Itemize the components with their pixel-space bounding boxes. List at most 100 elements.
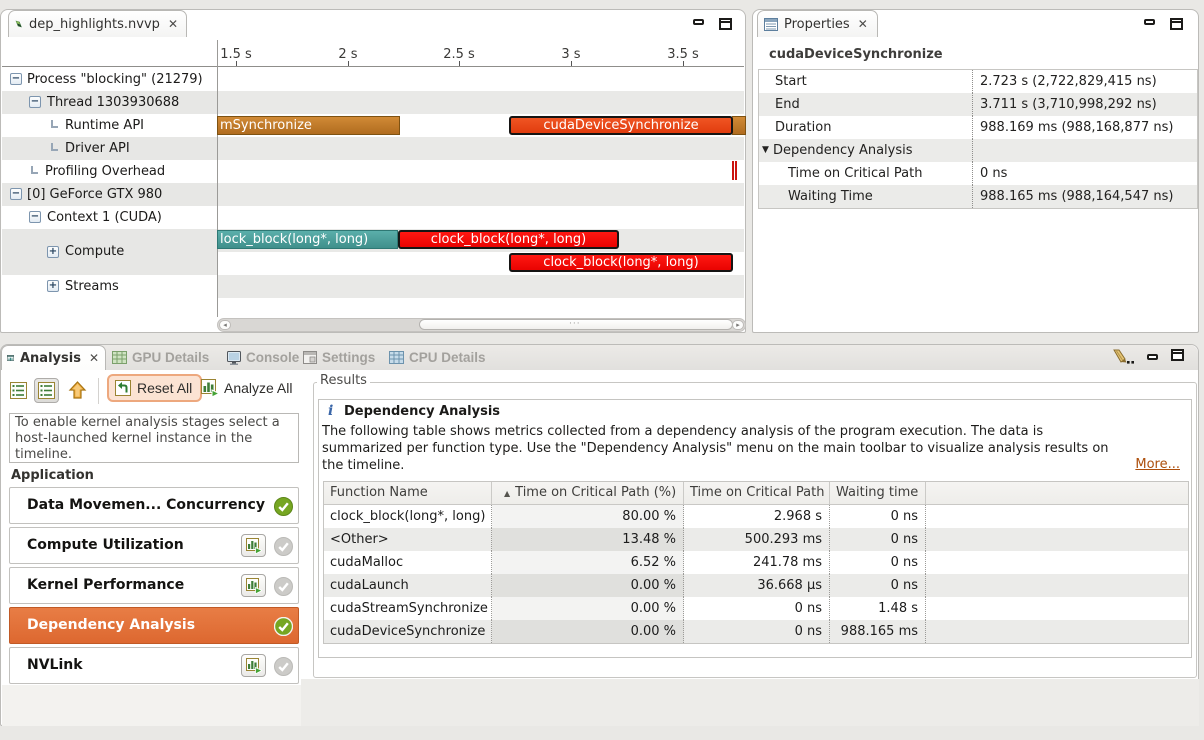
tree-row-gpu[interactable]: − [0] GeForce GTX 980 bbox=[2, 183, 217, 206]
chart-icon bbox=[246, 578, 262, 594]
stage-label: Compute Utilization bbox=[27, 537, 184, 553]
timeline-horizontal-scrollbar[interactable]: ◂ ··· ▸ bbox=[217, 318, 746, 332]
column-header-function-name[interactable]: Function Name bbox=[324, 482, 492, 504]
stage-dependency-analysis[interactable]: Dependency Analysis bbox=[9, 607, 299, 644]
scroll-left-arrow-icon[interactable]: ◂ bbox=[219, 320, 231, 330]
timeline-bar-kernel-red-1[interactable]: clock_block(long*, long) bbox=[398, 230, 619, 249]
property-row[interactable]: Waiting Time 988.165 ms (988,164,547 ns) bbox=[759, 185, 1197, 208]
property-row[interactable]: Start 2.723 s (2,722,829,415 ns) bbox=[759, 70, 1197, 93]
property-value: 988.165 ms (988,164,547 ns) bbox=[972, 185, 1198, 208]
editor-minimize-icon[interactable] bbox=[693, 19, 704, 25]
tab-analysis-close-icon[interactable]: ✕ bbox=[88, 351, 99, 365]
collapse-triangle-icon[interactable]: ▼ bbox=[762, 145, 769, 155]
property-label: Start bbox=[775, 74, 807, 89]
tree-row-compute[interactable]: + Compute bbox=[2, 229, 217, 275]
properties-heading: cudaDeviceSynchronize bbox=[769, 47, 943, 62]
editor-tab-close-icon[interactable]: ✕ bbox=[167, 17, 178, 31]
run-analysis-chart-button[interactable] bbox=[241, 534, 266, 557]
column-header-critical-path-pct[interactable]: ▲ Time on Critical Path (%) bbox=[492, 482, 684, 504]
table-row[interactable]: cudaLaunch 0.00 % 36.668 µs 0 ns bbox=[324, 574, 1188, 597]
properties-minimize-icon[interactable] bbox=[1144, 19, 1155, 25]
tab-console[interactable]: Console bbox=[227, 345, 299, 370]
properties-tab[interactable]: Properties ✕ bbox=[757, 10, 878, 37]
tab-settings[interactable]: Settings bbox=[303, 345, 375, 370]
timeline-bar-kernel-teal[interactable]: lock_block(long*, long) bbox=[217, 230, 398, 249]
properties-tab-close-icon[interactable]: ✕ bbox=[857, 17, 868, 31]
list-view-selected-icon[interactable] bbox=[38, 382, 55, 399]
timeline-bar-orange-clipped[interactable] bbox=[732, 116, 746, 135]
ruler-tick bbox=[236, 61, 237, 66]
property-value bbox=[972, 139, 1198, 162]
property-row[interactable]: Time on Critical Path 0 ns bbox=[759, 162, 1197, 185]
tab-gpu-details[interactable]: GPU Details bbox=[112, 345, 209, 370]
property-row[interactable]: End 3.711 s (3,710,998,292 ns) bbox=[759, 93, 1197, 116]
tree-row-driver-api[interactable]: Driver API bbox=[2, 137, 217, 160]
chart-icon bbox=[246, 538, 262, 554]
table-row[interactable]: cudaDeviceSynchronize 0.00 % 0 ns 988.16… bbox=[324, 620, 1188, 643]
property-label: Dependency Analysis bbox=[773, 143, 913, 158]
stage-kernel-performance[interactable]: Kernel Performance bbox=[9, 567, 299, 604]
expand-plus-icon[interactable]: + bbox=[47, 246, 59, 258]
stage-data-movement-concurrency[interactable]: Data Movemen... Concurrency bbox=[9, 487, 299, 524]
table-row[interactable]: cudaMalloc 6.52 % 241.78 ms 0 ns bbox=[324, 551, 1188, 574]
editor-maximize-icon[interactable] bbox=[719, 18, 732, 30]
scroll-right-arrow-icon[interactable]: ▸ bbox=[732, 320, 744, 330]
cell-waiting-time: 0 ns bbox=[830, 528, 926, 551]
timeline-bar-kernel-red-2[interactable]: clock_block(long*, long) bbox=[509, 253, 733, 272]
tree-label: Driver API bbox=[65, 141, 130, 156]
tree-row-context[interactable]: − Context 1 (CUDA) bbox=[2, 206, 217, 229]
cell-function-name: cudaLaunch bbox=[324, 574, 492, 597]
stage-nvlink[interactable]: NVLink bbox=[9, 647, 299, 684]
gpu-details-tab-icon bbox=[112, 351, 127, 364]
view-menu-pencil-icon[interactable] bbox=[1113, 349, 1135, 365]
expand-plus-icon[interactable]: + bbox=[47, 280, 59, 292]
column-header-waiting-time[interactable]: Waiting time bbox=[830, 482, 926, 504]
cell-empty bbox=[926, 574, 1188, 597]
ruler-tick bbox=[459, 61, 460, 66]
cell-function-name: clock_block(long*, long) bbox=[324, 505, 492, 528]
scrollbar-thumb[interactable]: ··· bbox=[419, 319, 733, 330]
profiling-overhead-tick[interactable] bbox=[735, 161, 737, 180]
tree-row-streams[interactable]: + Streams bbox=[2, 275, 217, 298]
editor-tab[interactable]: dep_highlights.nvvp ✕ bbox=[8, 10, 187, 37]
run-analysis-chart-button[interactable] bbox=[241, 654, 266, 677]
property-label: Waiting Time bbox=[788, 189, 873, 204]
column-header-critical-path[interactable]: Time on Critical Path bbox=[684, 482, 830, 504]
cell-waiting-time: 0 ns bbox=[830, 505, 926, 528]
tab-analysis[interactable]: Analysis ✕ bbox=[1, 345, 106, 370]
cell-critical-path-pct: 0.00 % bbox=[492, 597, 684, 620]
properties-maximize-icon[interactable] bbox=[1170, 18, 1183, 30]
tree-row-thread[interactable]: − Thread 1303930688 bbox=[2, 91, 217, 114]
ruler-tick-label: 2.5 s bbox=[443, 47, 475, 62]
promote-up-arrow-icon[interactable] bbox=[68, 381, 87, 400]
analysis-minimize-icon[interactable] bbox=[1147, 354, 1158, 360]
table-row[interactable]: <Other> 13.48 % 500.293 ms 0 ns bbox=[324, 528, 1188, 551]
property-row[interactable]: Duration 988.169 ms (988,168,877 ns) bbox=[759, 116, 1197, 139]
property-row-group[interactable]: ▼ Dependency Analysis bbox=[759, 139, 1197, 162]
tree-row-profiling-overhead[interactable]: Profiling Overhead bbox=[2, 160, 217, 183]
analysis-tab-icon bbox=[7, 355, 14, 361]
tab-gpu-details-label: GPU Details bbox=[132, 350, 210, 365]
left-pane-footer bbox=[2, 685, 301, 726]
tab-cpu-details[interactable]: CPU Details bbox=[389, 345, 486, 370]
collapse-minus-icon[interactable]: − bbox=[10, 188, 22, 200]
analysis-maximize-icon[interactable] bbox=[1171, 349, 1184, 361]
collapse-minus-icon[interactable]: − bbox=[10, 73, 22, 85]
more-link[interactable]: More... bbox=[1135, 457, 1180, 472]
collapse-minus-icon[interactable]: − bbox=[29, 211, 41, 223]
collapse-minus-icon[interactable]: − bbox=[29, 96, 41, 108]
properties-panel: Properties ✕ cudaDeviceSynchronize Start… bbox=[752, 9, 1199, 333]
list-view-icon[interactable] bbox=[10, 382, 27, 399]
run-analysis-chart-button[interactable] bbox=[241, 574, 266, 597]
tree-row-process[interactable]: − Process "blocking" (21279) bbox=[2, 68, 217, 91]
stage-compute-utilization[interactable]: Compute Utilization bbox=[9, 527, 299, 564]
check-green-icon bbox=[274, 497, 293, 516]
timeline-bar-cudadevicesynchronize[interactable]: cudaDeviceSynchronize bbox=[509, 116, 733, 135]
reset-all-button[interactable]: Reset All bbox=[107, 374, 203, 402]
profiling-overhead-tick[interactable] bbox=[732, 161, 734, 180]
table-row[interactable]: cudaStreamSynchronize 0.00 % 0 ns 1.48 s bbox=[324, 597, 1188, 620]
table-row[interactable]: clock_block(long*, long) 80.00 % 2.968 s… bbox=[324, 505, 1188, 528]
analyze-all-button[interactable]: Analyze All bbox=[201, 374, 292, 402]
tree-row-runtime-api[interactable]: Runtime API bbox=[2, 114, 217, 137]
timeline-bar-cudastreamsynchronize[interactable]: mSynchronize bbox=[217, 116, 400, 135]
